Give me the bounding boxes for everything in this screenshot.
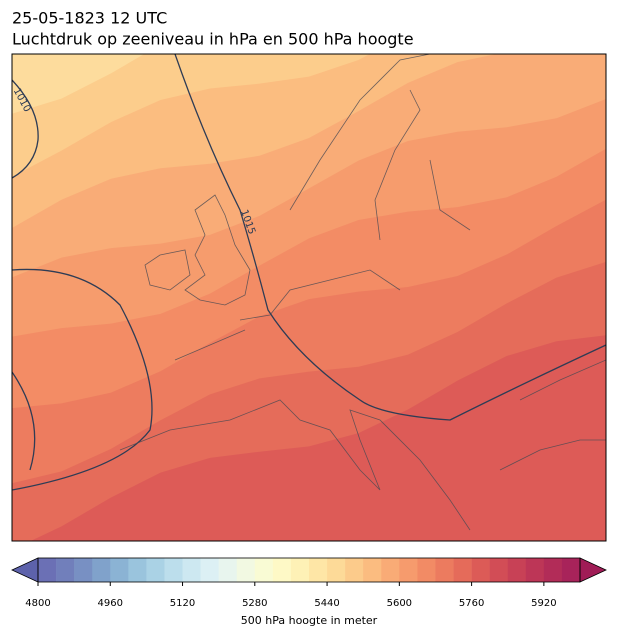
- colorbar-swatch: [110, 558, 129, 582]
- colorbar-tick-label: 5600: [387, 598, 412, 609]
- height-band: [30, 335, 606, 541]
- colorbar-tick-label: 5760: [459, 598, 484, 609]
- colorbar-swatch: [417, 558, 436, 582]
- colorbar-swatch: [525, 558, 545, 582]
- colorbar-swatch: [363, 558, 382, 582]
- colorbar-under: [11, 557, 39, 583]
- colorbar-swatch: [254, 558, 274, 582]
- isobar: [12, 54, 606, 491]
- colorbar-swatch: [128, 558, 147, 582]
- title-date: 25-05-1823 12 UTC: [12, 9, 167, 28]
- map-frame: [11, 53, 607, 542]
- colorbar-swatch: [146, 558, 165, 582]
- colorbar-swatch: [92, 558, 111, 582]
- colorbar-tick-label: 5280: [242, 598, 267, 609]
- colorbar-swatch: [272, 558, 292, 582]
- colorbar-frame: [37, 557, 581, 583]
- colorbar-swatch: [218, 558, 238, 582]
- colorbar-swatch: [453, 558, 472, 582]
- colorbar-swatch: [381, 558, 400, 582]
- colorbar-swatch: [543, 558, 563, 582]
- colorbar-tick-label: 5440: [314, 598, 339, 609]
- coastlines: [119, 54, 606, 531]
- colorbar-swatch: [236, 558, 256, 582]
- colorbar-swatch: [345, 558, 364, 582]
- colorbar-tick-label: 5120: [170, 598, 195, 609]
- colorbar-tick-label: 5920: [531, 598, 556, 609]
- colorbar-swatch: [182, 558, 201, 582]
- colorbar-swatch: [38, 558, 57, 582]
- colorbar-swatch: [507, 558, 527, 582]
- colorbar-swatch: [56, 558, 75, 582]
- title-main: Luchtdruk op zeeniveau in hPa en 500 hPa…: [12, 30, 414, 49]
- colorbar-swatch: [290, 558, 310, 582]
- colorbar-swatch: [327, 558, 346, 582]
- colorbar-swatch: [74, 558, 93, 582]
- colorbar-tick-label: 4800: [25, 598, 50, 609]
- colorbar-swatch: [164, 558, 183, 582]
- isobar: [12, 79, 39, 179]
- colorbar-swatch: [309, 558, 328, 582]
- colorbar-tick-label: 4960: [98, 598, 123, 609]
- colorbar-swatch: [561, 558, 581, 582]
- colorbar-swatch: [200, 558, 219, 582]
- colorbar-swatch: [471, 558, 490, 582]
- colorbar-label: 500 hPa hoogte in meter: [241, 614, 378, 627]
- colorbar-swatch: [435, 558, 454, 582]
- colorbar-over: [579, 557, 607, 583]
- colorbar-swatch: [399, 558, 418, 582]
- colorbar: 4800 4960 5120 5280 5440 5600 5760 5920 500 hPa …: [11, 557, 607, 627]
- colorbar-swatch: [489, 558, 509, 582]
